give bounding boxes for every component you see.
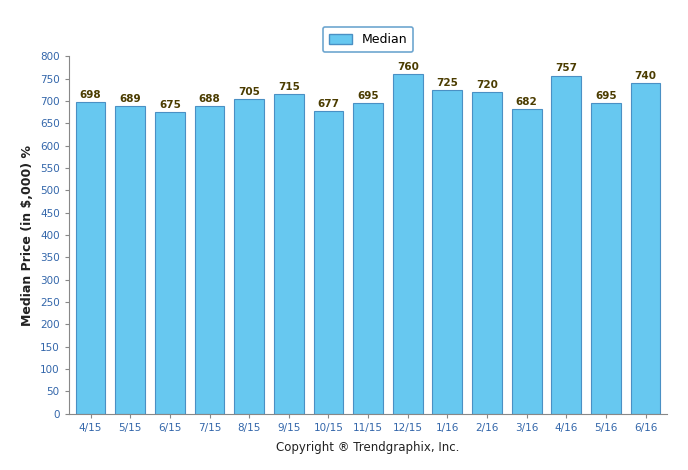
Legend: Median: Median	[323, 27, 413, 53]
Text: 760: 760	[397, 62, 419, 72]
Bar	[591, 103, 621, 414]
Y-axis label: Median Price (in $,000) %: Median Price (in $,000) %	[21, 144, 34, 326]
Text: 698: 698	[80, 90, 101, 100]
Text: 695: 695	[595, 91, 616, 101]
Text: 725: 725	[436, 78, 458, 87]
Text: 675: 675	[159, 100, 181, 110]
Text: 757: 757	[555, 63, 577, 73]
Bar	[393, 74, 422, 414]
Bar	[353, 103, 383, 414]
Bar	[76, 102, 105, 414]
Bar	[155, 112, 185, 414]
Text: 705: 705	[238, 86, 260, 96]
Text: 689: 689	[120, 94, 141, 104]
Bar	[116, 106, 145, 414]
Text: 695: 695	[357, 91, 379, 101]
Bar	[472, 92, 502, 414]
Text: 740: 740	[634, 71, 656, 81]
Text: 720: 720	[476, 80, 498, 90]
Bar	[274, 94, 303, 414]
Bar	[235, 99, 264, 414]
Bar	[631, 83, 660, 414]
Text: 682: 682	[516, 97, 537, 107]
Bar	[512, 109, 541, 414]
Text: 677: 677	[317, 99, 339, 109]
Bar	[551, 76, 581, 414]
Text: 688: 688	[199, 94, 220, 104]
Text: 715: 715	[278, 82, 300, 92]
Bar	[433, 90, 462, 414]
Bar	[314, 111, 343, 414]
X-axis label: Copyright ® Trendgraphix, Inc.: Copyright ® Trendgraphix, Inc.	[277, 441, 460, 454]
Bar	[195, 106, 224, 414]
